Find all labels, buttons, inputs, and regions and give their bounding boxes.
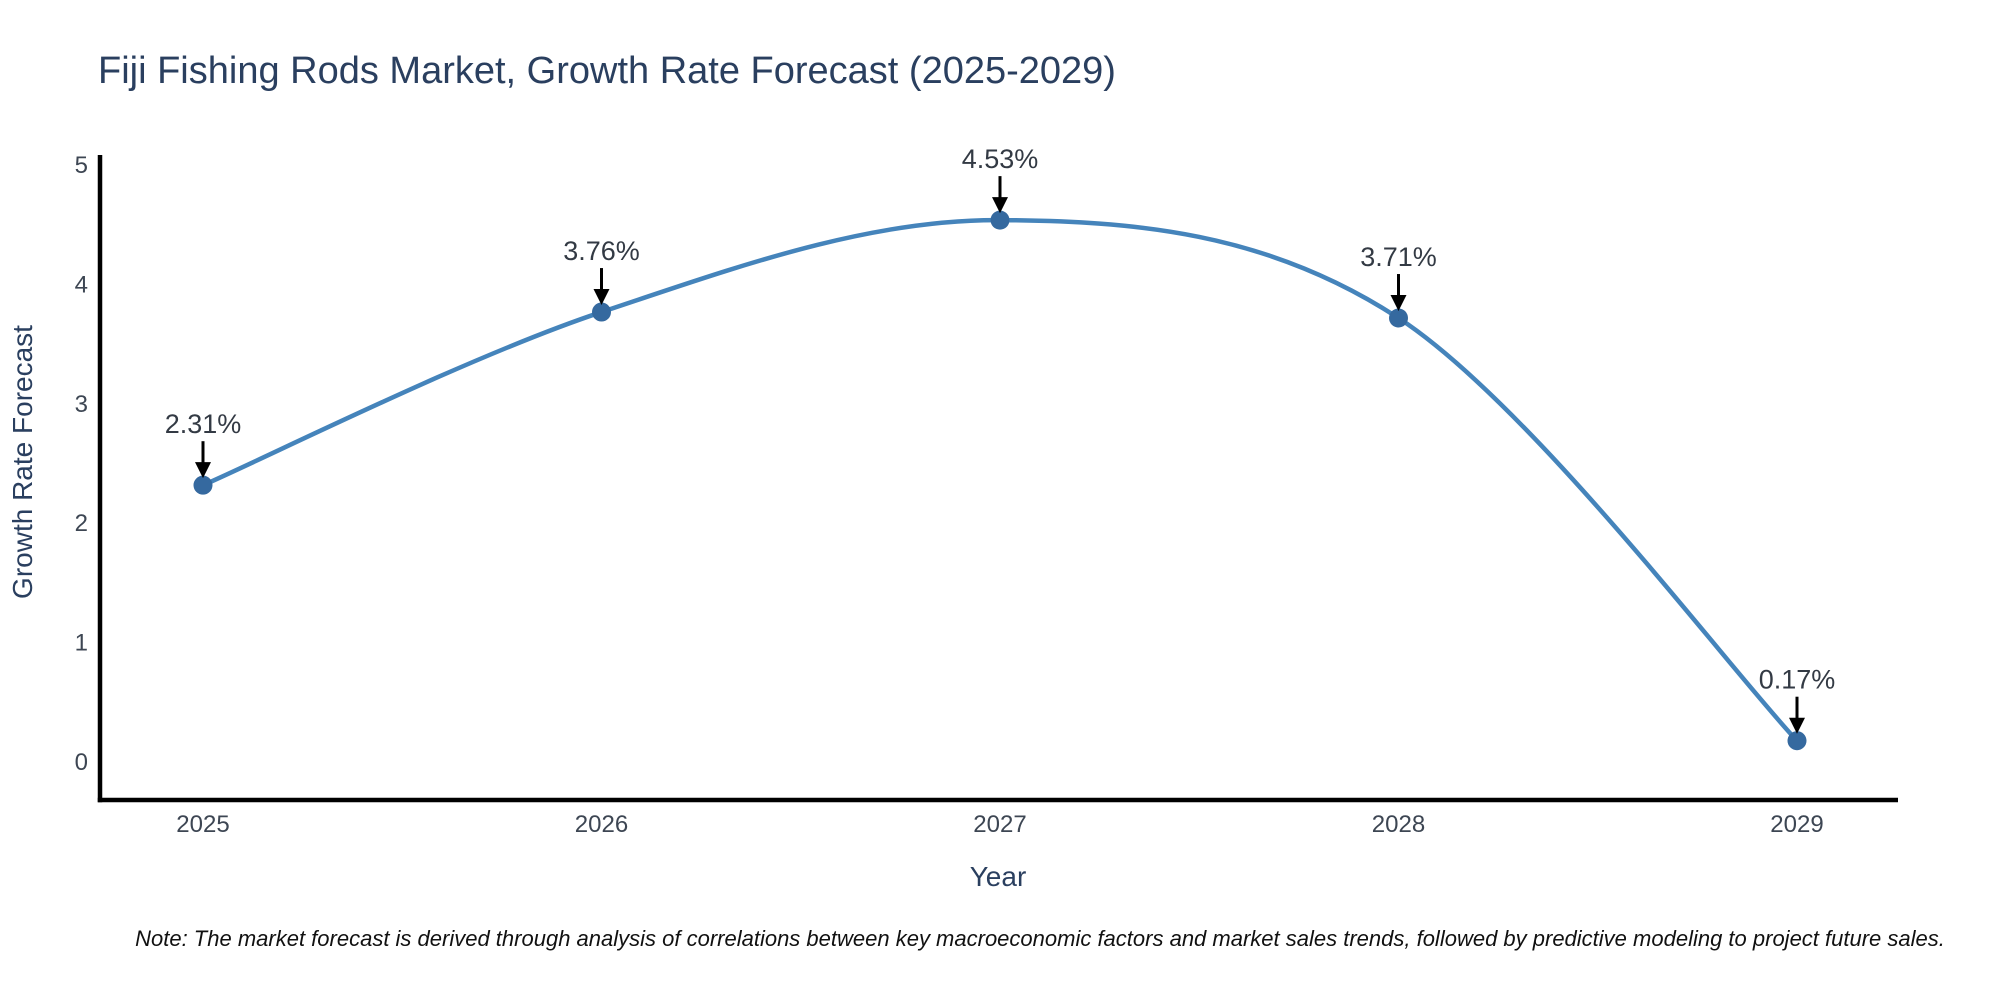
data-point-2026 xyxy=(592,302,611,322)
chart-title: Fiji Fishing Rods Market, Growth Rate Fo… xyxy=(98,50,1116,92)
data-point-label: 2.31% xyxy=(165,409,242,439)
data-point-2028 xyxy=(1389,308,1408,328)
x-tick-label: 2027 xyxy=(973,811,1026,838)
x-tick-label: 2025 xyxy=(176,811,229,838)
data-point-2027 xyxy=(990,210,1010,230)
data-point-2025 xyxy=(193,475,213,495)
y-tick-label: 4 xyxy=(75,271,88,298)
data-point-label: 3.71% xyxy=(1360,242,1437,272)
y-axis-title: Growth Rate Forecast xyxy=(7,325,38,599)
data-point-label: 4.53% xyxy=(962,144,1039,174)
y-tick-label: 5 xyxy=(75,152,88,179)
growth-rate-line-series xyxy=(193,210,1807,751)
axes xyxy=(97,155,1898,803)
y-tick-label: 1 xyxy=(75,630,88,657)
data-point-label: 0.17% xyxy=(1759,665,1836,695)
annotation-arrowhead xyxy=(195,462,211,479)
y-axis-tick-labels: 0 1 2 3 4 5 xyxy=(75,152,88,776)
annotation-arrowhead xyxy=(1390,295,1407,312)
x-axis-tick-labels: 2025 2026 2027 2028 2029 xyxy=(176,811,1823,838)
footnote: Note: The market forecast is derived thr… xyxy=(135,926,1945,951)
x-tick-label: 2028 xyxy=(1372,811,1425,838)
annotation-arrowhead xyxy=(1789,717,1805,734)
y-tick-label: 3 xyxy=(75,391,88,418)
x-tick-label: 2026 xyxy=(575,811,628,838)
data-point-2029 xyxy=(1787,731,1807,751)
annotation-arrowhead xyxy=(992,197,1008,214)
forecast-spline xyxy=(200,217,1800,743)
data-point-label: 3.76% xyxy=(563,236,640,266)
y-tick-label: 0 xyxy=(75,749,88,776)
x-tick-label: 2029 xyxy=(1770,811,1823,838)
data-point-annotations: 2.31% 3.76% 4.53% 3.71% 0.17% xyxy=(165,144,1836,734)
y-tick-label: 2 xyxy=(75,510,88,537)
annotation-arrowhead xyxy=(593,289,610,306)
x-axis-title: Year xyxy=(970,861,1027,892)
